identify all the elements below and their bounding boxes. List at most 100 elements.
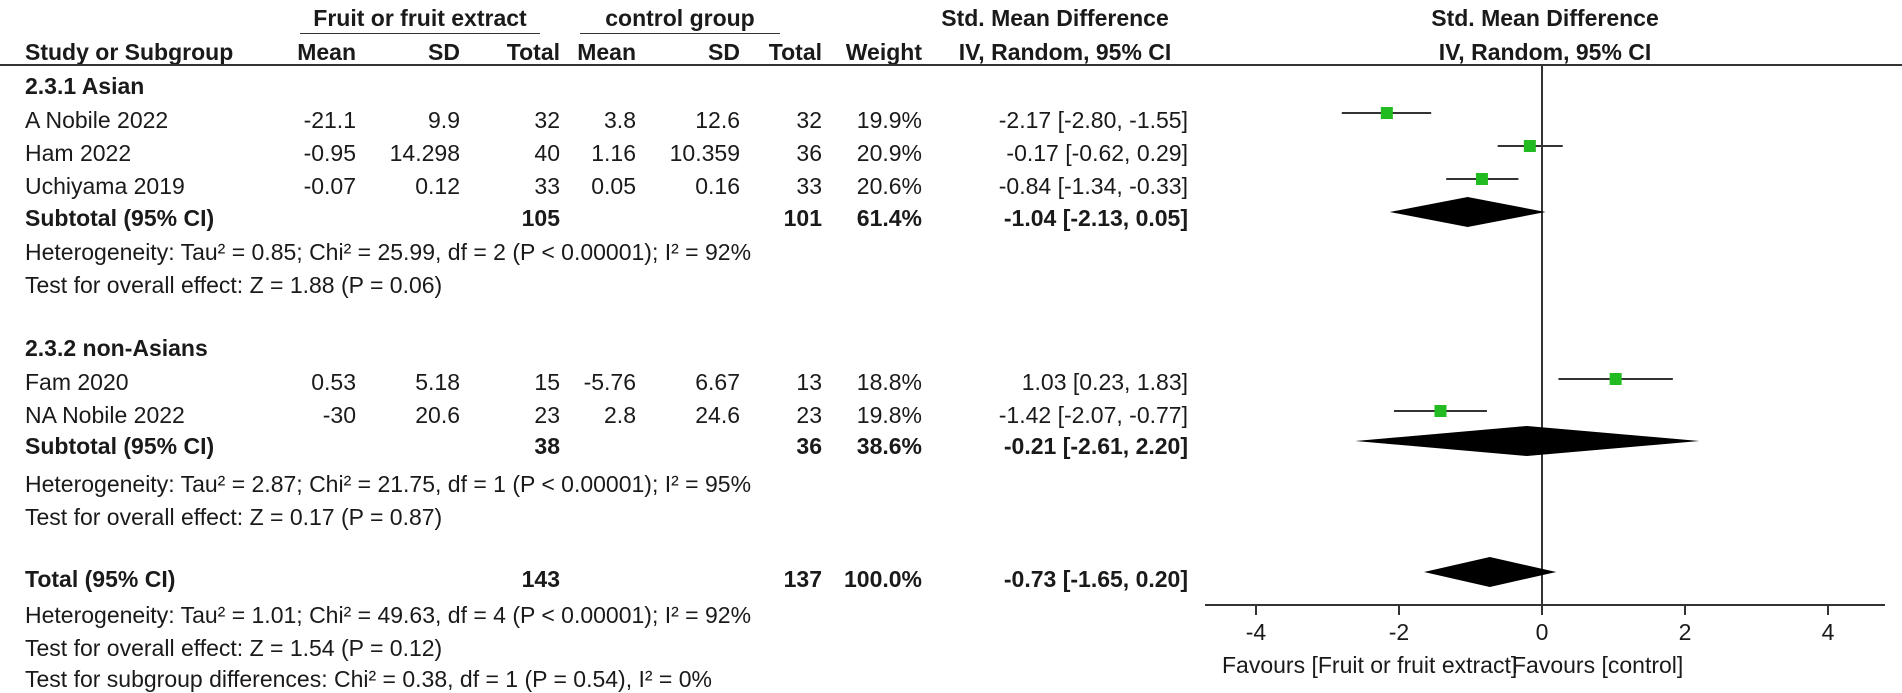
subgroup1-title: 2.3.1 Asian [25,73,145,99]
sd2-cell: 12.6 [695,107,740,133]
weight-cell: 20.9% [856,140,922,166]
total-total2: 137 [783,566,822,592]
weight-cell: 19.9% [856,107,922,133]
heterogeneity-text: Heterogeneity: Tau² = 1.01; Chi² = 49.63… [25,602,752,628]
sd1-cell: 20.6 [415,402,460,428]
subtotal-total1: 38 [534,433,560,459]
mean1-cell: -0.95 [303,140,356,166]
subtotal-ci: -1.04 [-2.13, 0.05] [1003,205,1188,231]
study-point [1380,107,1393,119]
summary-diamond [1424,557,1557,587]
overall-effect-text: Test for overall effect: Z = 1.88 (P = 0… [25,272,443,298]
sd2-cell: 0.16 [695,173,740,199]
total-label: Total (95% CI) [25,566,176,592]
subtotal-total1: 105 [521,205,560,231]
sd2-cell: 24.6 [695,402,740,428]
group1-underline [300,33,540,34]
mean2-cell: -5.76 [583,369,636,395]
col-mean1: Mean [297,39,356,65]
total1-cell: 23 [534,402,560,428]
subtotal-total2: 36 [796,433,822,459]
ci-cell: -0.17 [-0.62, 0.29] [1006,140,1188,166]
group2-underline [580,33,780,34]
ci-cell: -1.42 [-2.07, -0.77] [998,402,1188,428]
mean1-cell: -30 [322,402,356,428]
total2-cell: 36 [796,140,822,166]
subtotal-label: Subtotal (95% CI) [25,433,215,459]
col-sd1: SD [428,39,460,65]
x-tick-label: 0 [1536,619,1549,645]
study-point [1523,140,1536,152]
sd2-cell: 10.359 [669,140,740,166]
col-sd2: SD [708,39,740,65]
col-total1: Total [506,39,560,65]
weight-cell: 20.6% [856,173,922,199]
mean2-cell: 3.8 [604,107,636,133]
x-tick-label: -4 [1246,619,1267,645]
subtotal-weight: 61.4% [856,205,922,231]
favours-left-label: Favours [Fruit or fruit extract] [1222,652,1518,678]
subtotal-label: Subtotal (95% CI) [25,205,215,231]
col-mean2: Mean [577,39,636,65]
mean1-cell: -0.07 [303,173,356,199]
total-total1: 143 [521,566,560,592]
subtotal-ci: -0.21 [-2.61, 2.20] [1003,433,1188,459]
study-name: NA Nobile 2022 [25,402,185,428]
sd1-cell: 5.18 [415,369,460,395]
mean1-cell: -21.1 [303,107,356,133]
total2-cell: 23 [796,402,822,428]
sd1-cell: 0.12 [415,173,460,199]
sd2-cell: 6.67 [695,369,740,395]
study-name: Uchiyama 2019 [25,173,185,199]
col-weight: Weight [845,39,922,65]
favours-right-label: Favours [control] [1512,652,1684,678]
ci-cell: -2.17 [-2.80, -1.55] [998,107,1188,133]
x-tick-label: -2 [1389,619,1409,645]
total2-cell: 13 [796,369,822,395]
subtotal-weight: 38.6% [856,433,922,459]
col-total2: Total [768,39,822,65]
study-name: A Nobile 2022 [25,107,169,133]
col-ci: IV, Random, 95% CI [958,39,1172,65]
x-tick-label: 4 [1822,619,1835,645]
mean2-cell: 0.05 [591,173,636,199]
total1-cell: 33 [534,173,560,199]
smd-header: Std. Mean Difference [941,5,1169,31]
mean2-cell: 1.16 [591,140,636,166]
total-ci: -0.73 [-1.65, 0.20] [1003,566,1188,592]
group1-header: Fruit or fruit extract [313,5,527,31]
plot-header: Std. Mean Difference [1431,5,1659,31]
ci-cell: 1.03 [0.23, 1.83] [1021,369,1188,395]
mean2-cell: 2.8 [604,402,636,428]
total2-cell: 33 [796,173,822,199]
group2-header: control group [605,5,755,31]
total1-cell: 32 [534,107,560,133]
sd1-cell: 9.9 [428,107,460,133]
study-point [1434,405,1447,417]
study-point [1475,173,1488,185]
header-rule [0,64,1902,66]
summary-diamond [1389,197,1546,227]
total-weight: 100.0% [843,566,922,592]
heterogeneity-text: Heterogeneity: Tau² = 2.87; Chi² = 21.75… [25,471,752,497]
x-tick-label: 2 [1679,619,1692,645]
overall-effect-text: Test for overall effect: Z = 0.17 (P = 0… [25,504,443,530]
summary-diamond [1355,426,1700,456]
total1-cell: 40 [534,140,560,166]
mean1-cell: 0.53 [311,369,356,395]
plot-subheader: IV, Random, 95% CI [1438,39,1652,65]
study-point [1609,373,1622,385]
study-name: Fam 2020 [25,369,129,395]
total1-cell: 15 [534,369,560,395]
subgroup-diff-text: Test for subgroup differences: Chi² = 0.… [25,666,712,692]
total2-cell: 32 [796,107,822,133]
sd1-cell: 14.298 [389,140,460,166]
ci-cell: -0.84 [-1.34, -0.33] [998,173,1188,199]
col-study: Study or Subgroup [25,39,234,65]
overall-effect-text: Test for overall effect: Z = 1.54 (P = 0… [25,635,443,661]
weight-cell: 19.8% [856,402,922,428]
subtotal-total2: 101 [783,205,822,231]
weight-cell: 18.8% [856,369,922,395]
heterogeneity-text: Heterogeneity: Tau² = 0.85; Chi² = 25.99… [25,239,752,265]
